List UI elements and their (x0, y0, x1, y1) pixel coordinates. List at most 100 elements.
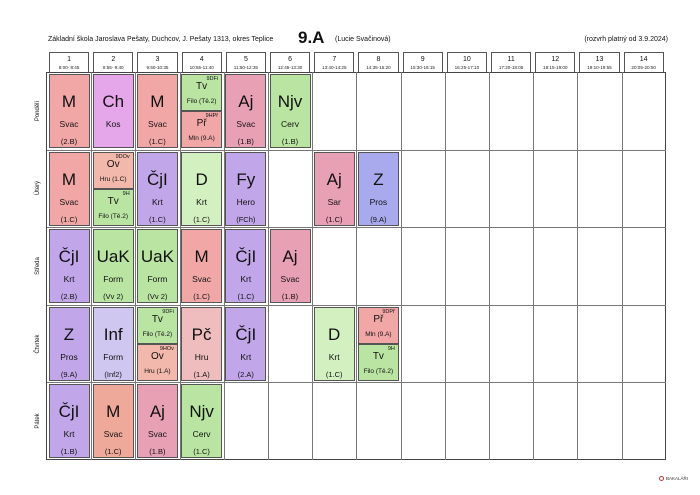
class-teacher: (Lucie Svačinová) (335, 36, 391, 43)
lesson-room: (Vv 2) (147, 292, 168, 302)
column-divider (400, 72, 402, 460)
period-time: 12:45-13:30 (277, 65, 303, 70)
lesson-subject: M (150, 92, 165, 111)
lesson-subject: ČjI (235, 247, 257, 267)
period-number: 7 (332, 56, 337, 63)
period-time: 16:25-17:10 (454, 65, 480, 70)
lesson-subject: M (61, 92, 77, 111)
lesson-detail: Filo (Tě.2) (98, 212, 128, 220)
lesson-card[interactable]: Aj Svac (1.B) (225, 74, 267, 148)
lesson-card[interactable]: Z Pros (9.A) (357, 151, 399, 226)
lesson-card[interactable]: M Svac (1.C) (48, 151, 90, 226)
lesson-card[interactable]: D Krt (1.C) (181, 151, 223, 226)
lesson-card[interactable]: UaK Form (Vv 2) (136, 229, 178, 304)
lesson-subject: ČjI (58, 402, 80, 422)
lesson-room: (9.A) (370, 214, 387, 224)
lesson-teacher: Svac (59, 196, 79, 207)
period-number: 12 (551, 56, 560, 63)
period-header: 14 20:05-20:50 (623, 52, 664, 72)
lesson-room: (1.B) (149, 447, 166, 457)
lesson-card[interactable]: Njv Cerv (1.B) (269, 74, 311, 148)
group-lesson-card[interactable]: 9HOv Ov Hru (1.A) (136, 343, 178, 381)
lesson-card[interactable]: UaK Form (Vv 2) (92, 229, 134, 304)
lesson-room: (2.B) (60, 292, 78, 302)
period-time: 8:55- 9:40 (102, 65, 124, 70)
day-label-5: Pátek (30, 382, 47, 460)
lesson-subject: M (194, 247, 209, 267)
day-name: Středa (35, 257, 41, 275)
group-code: 9H (122, 190, 130, 197)
period-header: 4 10:55-11:40 (181, 52, 222, 72)
lesson-card[interactable]: M Svac (1.C) (181, 229, 223, 304)
column-divider (444, 72, 446, 460)
period-time: 11:50-12:35 (233, 65, 258, 70)
group-lesson-card[interactable]: 9H Tv Filo (Tě.2) (357, 343, 399, 381)
group-lesson-card[interactable]: 9H Tv Filo (Tě.2) (92, 188, 134, 226)
lesson-card[interactable]: M Svac (2.B) (48, 74, 90, 148)
lesson-teacher: Hero (236, 196, 256, 207)
lesson-card[interactable]: Njv Cerv (1.C) (181, 384, 223, 459)
period-time: 9:50-10:35 (146, 65, 169, 70)
column-divider (489, 72, 490, 460)
lesson-room: (9.A) (60, 369, 78, 379)
period-number: 14 (639, 56, 648, 63)
period-number: 8 (376, 56, 381, 63)
lesson-detail: Mln (9.A) (365, 330, 392, 338)
lesson-card[interactable]: ČjI Krt (2.A) (225, 306, 267, 381)
lesson-card[interactable]: ČjI Krt (1.B) (48, 384, 90, 459)
period-number: 5 (243, 56, 248, 63)
lesson-room: (2.A) (237, 369, 254, 379)
period-header: 8 14:35-15:20 (358, 52, 399, 72)
period-header: 13 19:10-19:55 (579, 52, 620, 72)
group-lesson-card[interactable]: 9DFi Tv Filo (Tě.2) (181, 74, 223, 111)
group-lesson-card[interactable]: 9DPř Př Mln (9.A) (357, 306, 399, 344)
lesson-card[interactable]: ČjI Krt (1.C) (136, 151, 178, 226)
day-name: Pondělí (35, 100, 41, 121)
lesson-detail: Filo (Tě.2) (363, 367, 394, 375)
row-divider (30, 304, 666, 306)
lesson-card[interactable]: Pč Hru (1.A) (181, 306, 223, 381)
lesson-subject: Fy (236, 169, 256, 189)
period-header: 9 15:30-16:15 (402, 52, 443, 72)
lesson-card[interactable]: Ch Kos (92, 74, 134, 148)
group-lesson-card[interactable]: 9HPř Př Mln (9.A) (181, 111, 223, 148)
row-divider (30, 149, 666, 151)
lesson-card[interactable]: M Svac (1.C) (136, 74, 178, 148)
period-header: 1 8:00- 8:45 (49, 52, 90, 72)
lesson-teacher: Svac (147, 429, 167, 440)
period-time: 13:40-14:25 (322, 65, 347, 70)
period-time: 8:00- 8:45 (58, 65, 80, 70)
lesson-card[interactable]: Inf Form (Inf2) (92, 306, 134, 381)
lesson-card[interactable]: Aj Svac (1.B) (269, 229, 311, 304)
lesson-card[interactable]: Aj Svac (1.B) (136, 384, 178, 459)
lesson-subject: Njv (277, 92, 303, 111)
lesson-room: (1.C) (60, 214, 78, 224)
day-label-1: Pondělí (30, 72, 47, 150)
lesson-room: (1.C) (149, 137, 166, 146)
day-label-3: Středa (30, 227, 47, 305)
valid-from-note: (rozvrh platný od 3.9.2024) (584, 36, 668, 43)
lesson-card[interactable]: D Krt (1.C) (313, 306, 355, 381)
group-lesson-card[interactable]: 9DFi Tv Filo (Tě.2) (136, 306, 178, 344)
lesson-subject: M (106, 402, 121, 422)
group-lesson-card[interactable]: 9DOv Ov Hru (1.C) (92, 151, 134, 189)
lesson-teacher: Form (147, 274, 168, 285)
row-divider (30, 382, 666, 384)
column-divider (268, 72, 269, 460)
lesson-subject: Aj (282, 247, 298, 267)
lesson-card[interactable]: Aj Sar (1.C) (313, 151, 355, 226)
lesson-card[interactable]: Z Pros (9.A) (48, 306, 90, 381)
lesson-teacher: Svac (280, 274, 300, 285)
lesson-teacher: Svac (103, 429, 123, 440)
lesson-subject: Př (373, 313, 384, 325)
lesson-card[interactable]: M Svac (1.C) (92, 384, 134, 459)
period-time: 10:55-11:40 (189, 65, 214, 70)
lesson-card[interactable]: ČjI Krt (2.B) (48, 229, 90, 304)
lesson-card[interactable]: Fy Hero (FCh) (225, 151, 267, 226)
lesson-room: (1.C) (325, 214, 343, 224)
period-time: 20:05-20:50 (631, 65, 656, 70)
lesson-subject: Z (63, 324, 75, 344)
lesson-card[interactable]: ČjI Krt (1.C) (225, 229, 267, 304)
lesson-subject: Př (196, 118, 207, 129)
day-label-2: Úterý (30, 149, 47, 228)
